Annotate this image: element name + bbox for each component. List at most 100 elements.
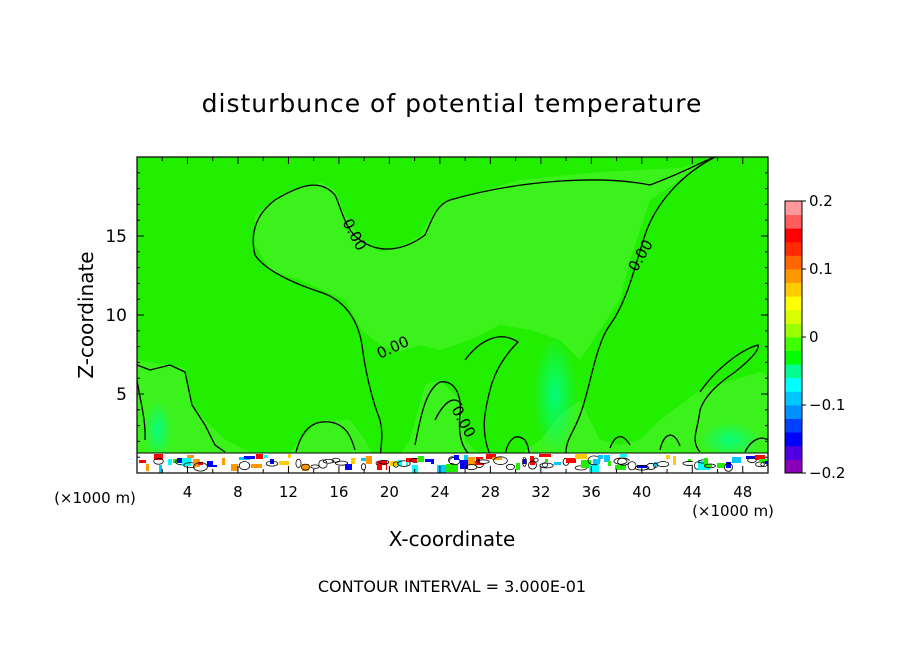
surface-cell <box>680 456 691 460</box>
surface-cell <box>251 464 262 468</box>
colorbar-swatch <box>785 337 802 351</box>
surface-contour <box>334 460 349 466</box>
colorbar-tick-label: −0.1 <box>809 396 845 414</box>
surface-cell <box>476 457 483 465</box>
surface-cell <box>425 459 434 462</box>
region-near-zero-upper <box>255 160 710 360</box>
blob-cyan-1 <box>533 335 577 455</box>
surface-cell <box>593 459 600 464</box>
surface-cell <box>450 458 459 463</box>
surface-cell <box>295 458 302 464</box>
surface-contour <box>310 464 320 469</box>
region-near-zero-left <box>137 360 768 473</box>
surface-cell <box>264 455 268 458</box>
surface-cell <box>666 455 670 459</box>
surface-cell <box>418 456 424 462</box>
surface-cell <box>598 455 603 459</box>
colorbar-swatch <box>785 459 802 474</box>
x-unit-right: (×1000 m) <box>692 502 774 520</box>
x-tick-label: 48 <box>733 483 752 501</box>
colorbar-swatch <box>785 445 802 460</box>
surface-cell <box>454 455 459 460</box>
surface-cell <box>581 460 591 468</box>
surface-cell <box>654 462 657 466</box>
surface-contour <box>646 462 656 470</box>
colorbar-swatch <box>785 296 802 311</box>
surface-cell <box>708 457 712 464</box>
surface-contour <box>539 462 554 469</box>
colorbar-swatch <box>785 255 802 270</box>
surface-cell <box>256 454 263 459</box>
surface-contour <box>542 462 548 468</box>
surface-cell <box>759 459 768 463</box>
surface-cell <box>646 455 656 458</box>
surface-cell <box>604 455 610 462</box>
surface-cell <box>545 459 548 462</box>
surface-cell <box>139 460 146 463</box>
surface-cell <box>402 458 406 467</box>
x-tick-label: 32 <box>531 483 550 501</box>
surface-contour <box>533 457 539 463</box>
contour-interval-note: CONTOUR INTERVAL = 3.000E-01 <box>318 577 586 596</box>
colorbar-tick-label: −0.2 <box>809 464 845 482</box>
surface-cell <box>641 457 651 464</box>
colorbar-swatch <box>785 282 802 297</box>
x-tick-label: 28 <box>481 483 500 501</box>
surface-cell <box>279 461 289 465</box>
surface-cell <box>539 454 551 457</box>
surface-contour <box>360 463 367 471</box>
surface-cell <box>198 462 203 465</box>
chart-title: disturbunce of potential temperature <box>202 89 703 118</box>
surface-cell <box>270 459 274 464</box>
x-tick-label: 40 <box>632 483 651 501</box>
colorbar-swatch <box>785 214 802 229</box>
surface-cell <box>468 457 475 465</box>
surface-contour <box>397 460 411 467</box>
surface-cell <box>765 461 768 464</box>
colorbar-swatch <box>785 432 802 447</box>
y-axis: 5 10 15 <box>105 172 768 458</box>
colorbar-swatch <box>785 405 802 419</box>
y-axis-label: Z-coordinate <box>74 251 98 378</box>
colorbar-swatch <box>785 364 802 379</box>
x-axis-label: X-coordinate <box>389 527 516 551</box>
surface-cell <box>726 462 731 468</box>
x-tick-label: 12 <box>279 483 298 501</box>
surface-cell <box>492 457 502 460</box>
surface-contour <box>301 463 310 471</box>
colorbar-swatch <box>785 309 802 324</box>
x-axis: 4 8 12 16 20 24 28 32 36 40 44 48 <box>161 157 752 501</box>
colorbar-swatch <box>785 323 802 338</box>
surface-cell <box>431 461 434 464</box>
surface-cell <box>446 464 458 472</box>
surface-cell <box>310 464 320 470</box>
colorbar-tick-label: 0 <box>809 328 819 346</box>
surface-cell <box>168 459 172 465</box>
surface-cell <box>608 461 611 466</box>
surface-cell <box>406 458 417 462</box>
colorbar-swatch <box>785 391 802 406</box>
colorbar-swatch <box>785 377 802 392</box>
colorbar: 0.2 0.1 0 −0.1 −0.2 <box>784 192 845 482</box>
surface-cell <box>244 456 255 459</box>
surface-cell <box>661 457 665 463</box>
x-tick-label: 36 <box>582 483 601 501</box>
surface-contour <box>522 457 527 467</box>
x-tick-label: 20 <box>380 483 399 501</box>
y-tick-label: 10 <box>105 306 127 326</box>
surface-cell <box>319 461 327 466</box>
surface-cell <box>351 458 356 464</box>
surface-cell <box>738 465 745 473</box>
plot-area: 0.00 0.00 0.00 0.00 <box>137 157 768 473</box>
x-tick-label: 44 <box>683 483 702 501</box>
colorbar-swatch <box>785 350 802 365</box>
surface-cell <box>460 460 468 469</box>
contour-lines <box>137 157 768 457</box>
surface-cell <box>486 454 496 459</box>
surface-cell <box>390 461 402 466</box>
surface-cell <box>589 464 599 472</box>
surface-contour <box>760 461 768 467</box>
surface-contour <box>704 463 716 469</box>
colorbar-tick-label: 0.1 <box>809 260 833 278</box>
x-tick-label: 8 <box>233 483 243 501</box>
